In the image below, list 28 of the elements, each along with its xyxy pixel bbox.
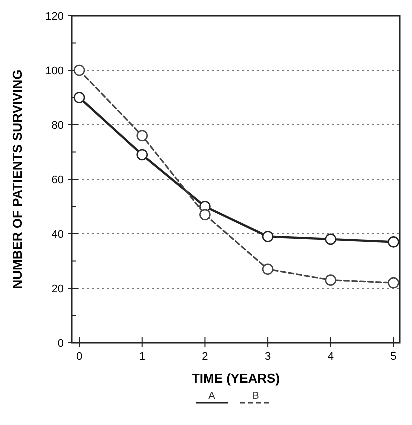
x-tick-label: 3 xyxy=(264,351,272,363)
point xyxy=(74,64,86,76)
y-tick-label: 20 xyxy=(52,283,64,296)
point xyxy=(136,130,148,142)
x-tick-label: 2 xyxy=(202,351,208,363)
point xyxy=(262,264,274,276)
point xyxy=(388,277,400,289)
x-tick-label: 5 xyxy=(390,351,397,363)
y-axis-title: NUMBER OF PATIENTS SURVIVING xyxy=(10,70,25,290)
x-tick-label: 1 xyxy=(139,351,146,363)
y-tick-label: 100 xyxy=(46,65,64,78)
y-tick-label: 60 xyxy=(52,174,64,186)
text: A xyxy=(208,391,216,402)
text: B xyxy=(252,391,260,402)
y-tick-label: 80 xyxy=(52,120,64,132)
y-tick-label: 120 xyxy=(46,10,64,23)
point xyxy=(74,92,86,104)
point xyxy=(388,236,400,248)
point xyxy=(262,231,274,242)
x-tick-label: 0 xyxy=(76,351,83,363)
x-tick-label: 4 xyxy=(328,351,334,363)
y-tick-label: 0 xyxy=(58,338,64,350)
point xyxy=(136,149,148,161)
point xyxy=(200,209,211,221)
point xyxy=(325,234,337,246)
y-tick-label: 40 xyxy=(52,228,64,241)
x-axis-title: TIME (YEARS) xyxy=(192,371,280,386)
point xyxy=(325,274,337,286)
